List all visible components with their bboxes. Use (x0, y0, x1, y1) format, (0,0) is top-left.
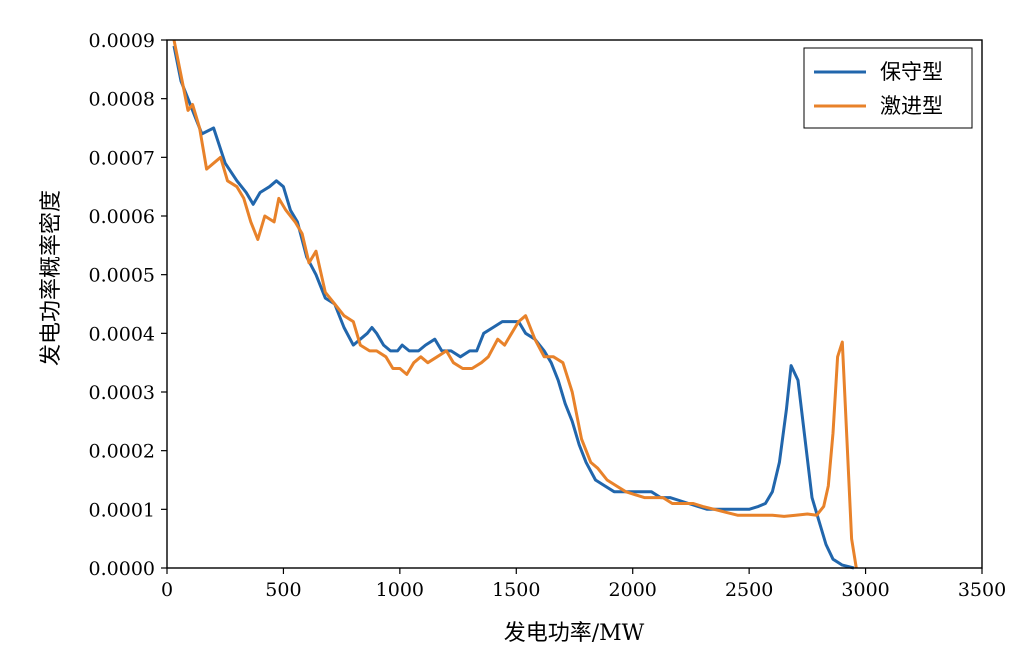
series-line-conservative (172, 45, 855, 570)
legend-label-aggressive: 激进型 (880, 94, 943, 118)
y-tick-label: 0.0000 (89, 558, 155, 580)
plot-lines (172, 39, 858, 570)
y-tick-label: 0.0009 (89, 30, 155, 52)
legend: 保守型 激进型 (803, 47, 973, 129)
legend-label-conservative: 保守型 (880, 60, 943, 84)
y-tick-label: 0.0002 (89, 441, 155, 463)
series-line-aggressive (172, 39, 858, 569)
x-tick-label: 2500 (725, 579, 773, 601)
x-tick-label: 1500 (492, 579, 540, 601)
plot-frame (166, 39, 983, 569)
x-tick-label: 1000 (376, 579, 424, 601)
x-tick-label: 3500 (958, 579, 1006, 601)
y-tick-label: 0.0006 (89, 206, 155, 228)
y-tick-label: 0.0004 (89, 323, 155, 345)
y-tick-label: 0.0005 (89, 265, 155, 287)
x-axis-title: 发电功率/MW (504, 621, 645, 646)
y-tick-label: 0.0001 (89, 499, 155, 521)
y-axis: 0.0000 0.0001 0.0002 0.0003 0.0004 0.0005 0.00… (89, 30, 167, 580)
x-tick-label: 3000 (841, 579, 889, 601)
x-axis: 0 500 1000 1500 2000 2500 3000 3500 (161, 568, 1006, 601)
y-tick-label: 0.0003 (89, 382, 155, 404)
x-tick-label: 0 (161, 579, 173, 601)
y-axis-title: 发电功率概率密度 (39, 190, 64, 366)
y-tick-label: 0.0007 (89, 147, 155, 169)
y-tick-label: 0.0008 (89, 89, 155, 111)
x-tick-label: 2000 (609, 579, 657, 601)
x-tick-label: 500 (265, 579, 301, 601)
legend-box (803, 47, 973, 129)
